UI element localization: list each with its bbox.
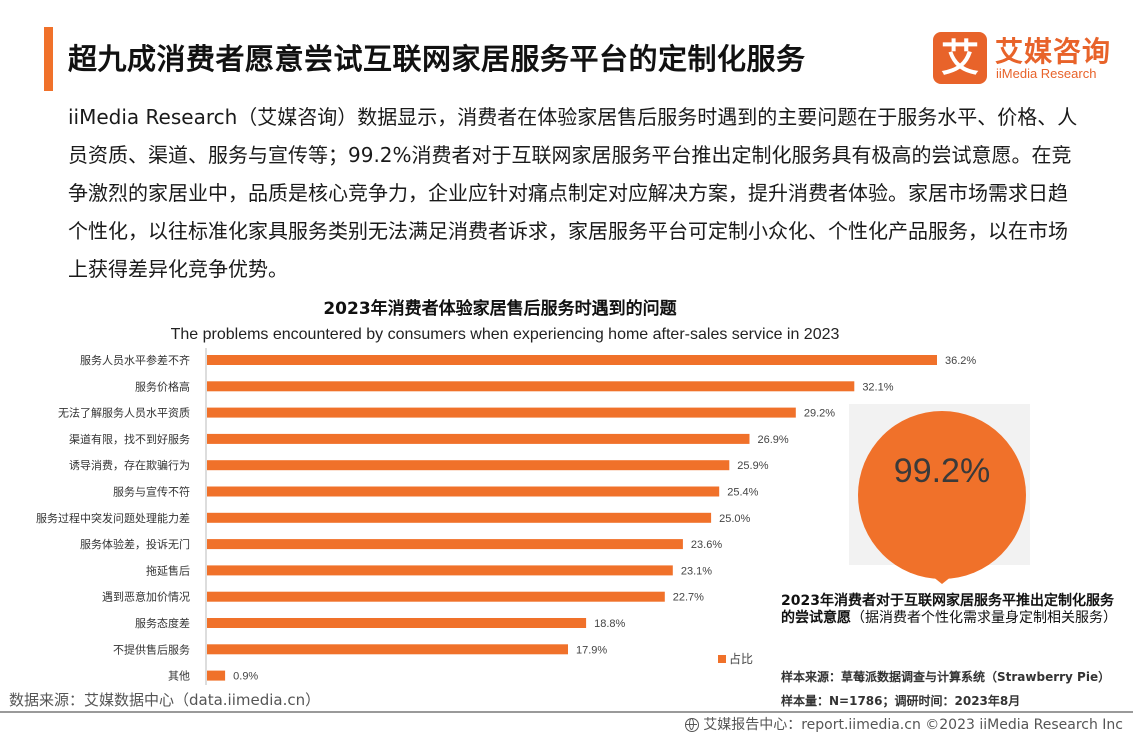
- bar: [207, 433, 750, 444]
- data-source: 数据来源：艾媒数据中心（data.iimedia.cn）: [9, 691, 321, 709]
- sample-size-note: 样本量：N=1786；调研时间：2023年8月: [781, 694, 1021, 708]
- globe-icon: [685, 718, 700, 732]
- category-label: 不提供售后服务: [113, 642, 190, 656]
- chart-legend: 占比: [718, 650, 753, 667]
- category-label: 服务体验差，投诉无门: [80, 537, 190, 551]
- bar: [207, 512, 712, 523]
- category-label: 其他: [168, 670, 190, 683]
- title-accent-bar: [44, 27, 53, 91]
- sample-source-note: 样本来源：草莓派数据调查与计算系统（Strawberry Pie）: [781, 670, 1111, 684]
- category-label: 诱导消费，存在欺骗行为: [69, 458, 190, 472]
- bar: [207, 460, 730, 471]
- value-label: 23.6%: [691, 539, 722, 551]
- category-label: 服务过程中突发问题处理能力差: [36, 511, 190, 525]
- bar: [207, 486, 720, 497]
- logo-name-en: iiMedia Research: [996, 66, 1097, 81]
- bar: [207, 565, 673, 576]
- footer-divider: [0, 711, 1133, 713]
- value-label: 18.8%: [594, 618, 625, 630]
- legend-swatch: [718, 655, 726, 663]
- value-label: 25.0%: [719, 513, 750, 525]
- category-label: 服务价格高: [135, 379, 190, 393]
- category-label: 服务人员水平参差不齐: [80, 353, 190, 367]
- callout-value: 99.2%: [893, 452, 991, 490]
- callout-circle: [858, 411, 1026, 579]
- category-label: 渠道有限，找不到好服务: [69, 432, 190, 446]
- bar: [207, 407, 796, 418]
- intro-paragraph: iiMedia Research（艾媒咨询）数据显示，消费者在体验家居售后服务时…: [68, 105, 1078, 281]
- footer: 艾媒报告中心：report.iimedia.cn ©2023 iiMedia R…: [685, 714, 1123, 734]
- chart-subtitle: The problems encountered by consumers wh…: [170, 326, 840, 343]
- logo-mark-icon: 艾: [933, 32, 987, 84]
- value-label: 22.7%: [673, 592, 704, 604]
- value-label: 26.9%: [757, 434, 788, 446]
- value-label: 32.1%: [862, 381, 893, 393]
- value-label: 23.1%: [681, 565, 712, 577]
- bar-chart: 服务人员水平参差不齐 36.2% 服务价格高 32.1% 无法了解服务人员水平资质 29.…: [36, 348, 976, 685]
- bar: [207, 644, 568, 655]
- callout-description-note: （据消费者个性化需求量身定制相关服务）: [851, 610, 1117, 626]
- callout-arrow: [912, 560, 972, 584]
- value-label: 25.9%: [737, 460, 768, 472]
- bar: [207, 539, 683, 550]
- bar: [207, 670, 226, 681]
- value-label: 17.9%: [576, 644, 607, 656]
- category-label: 服务与宣传不符: [113, 485, 190, 499]
- brand-logo: 艾 艾媒咨询 iiMedia Research: [933, 30, 1118, 86]
- category-label: 无法了解服务人员水平资质: [58, 406, 190, 420]
- callout-description-bold: 2023年消费者对于互联网家居服务平推出定制化服务的尝试意愿: [781, 593, 1114, 626]
- chart-title: 2023年消费者体验家居售后服务时遇到的问题: [323, 299, 677, 319]
- value-label: 36.2%: [945, 355, 976, 367]
- bar: [207, 355, 937, 365]
- logo-name-cn: 艾媒咨询: [995, 35, 1112, 68]
- value-label: 29.2%: [804, 408, 835, 420]
- page-title: 超九成消费者愿意尝试互联网家居服务平台的定制化服务: [68, 42, 806, 76]
- category-label: 遇到恶意加价情况: [102, 590, 190, 604]
- legend-label: 占比: [729, 652, 754, 666]
- category-label: 拖延售后: [146, 563, 190, 577]
- value-label: 0.9%: [233, 671, 258, 683]
- bar: [207, 591, 665, 602]
- category-label: 服务态度差: [135, 616, 190, 630]
- footer-text: 艾媒报告中心：report.iimedia.cn ©2023 iiMedia R…: [703, 717, 1123, 733]
- bar: [207, 381, 855, 392]
- value-label: 25.4%: [727, 487, 758, 499]
- callout-description: 2023年消费者对于互联网家居服务平推出定制化服务的尝试意愿（据消费者个性化需求…: [781, 593, 1121, 627]
- bar: [207, 618, 587, 628]
